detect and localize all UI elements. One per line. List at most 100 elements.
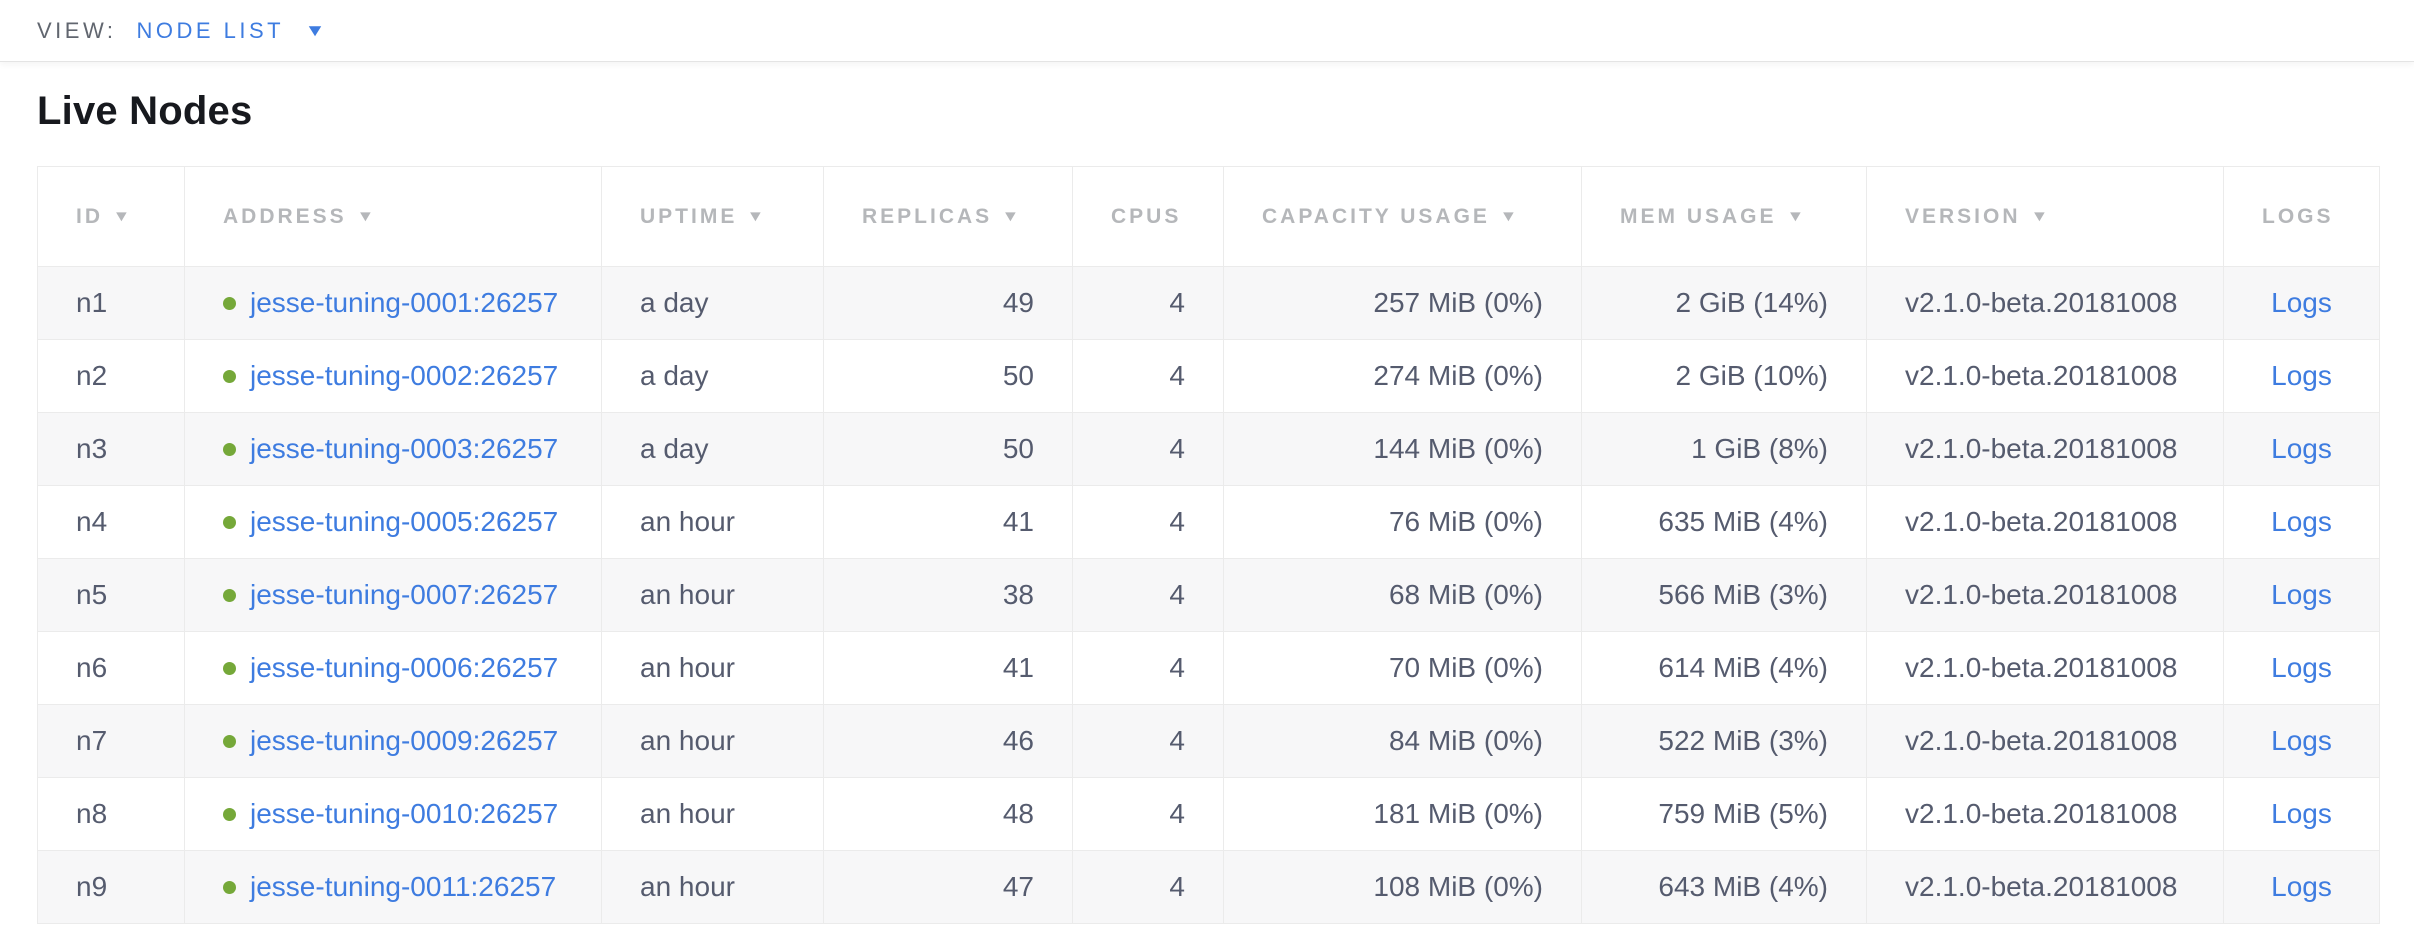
live-nodes-table: ID ▼ ADDRESS ▼ UPTIME ▼ REPLICAS ▼ CPUS CAPA… [37,166,2380,924]
logs-link[interactable]: Logs [2271,360,2332,391]
address-link[interactable]: jesse-tuning-0011:26257 [250,871,557,902]
cell-replicas: 41 [823,631,1073,705]
logs-link[interactable]: Logs [2271,433,2332,464]
cell-node-id: n8 [37,777,185,851]
logs-link[interactable]: Logs [2271,506,2332,537]
cell-node-id: n3 [37,412,185,486]
live-status-dot-icon [223,662,236,675]
sort-desc-icon: ▼ [1499,207,1518,225]
cell-version: v2.1.0-beta.20181008 [1866,339,2224,413]
sort-desc-icon: ▼ [746,207,765,225]
cell-replicas: 50 [823,339,1073,413]
cell-replicas: 50 [823,412,1073,486]
column-header-id[interactable]: ID ▼ [37,166,185,267]
sort-desc-icon: ▼ [2030,207,2048,225]
column-header-mem-usage[interactable]: MEM USAGE ▼ [1581,166,1867,267]
live-status-dot-icon [223,516,236,529]
cell-capacity-usage: 76 MiB (0%) [1223,485,1582,559]
cell-mem-usage: 2 GiB (10%) [1581,339,1867,413]
caret-down-icon: ▼ [304,20,330,40]
live-nodes-section: Live Nodes ID ▼ ADDRESS ▼ UPTIME ▼ REPLICAS… [0,89,2414,924]
column-header-version[interactable]: VERSION ▼ [1866,166,2224,267]
cell-logs: Logs [2223,704,2380,778]
cell-version: v2.1.0-beta.20181008 [1866,412,2224,486]
cell-version: v2.1.0-beta.20181008 [1866,558,2224,632]
cell-version: v2.1.0-beta.20181008 [1866,266,2224,340]
table-header-row: ID ▼ ADDRESS ▼ UPTIME ▼ REPLICAS ▼ CPUS CAPA… [37,166,2380,267]
page-title: Live Nodes [37,89,253,133]
logs-link[interactable]: Logs [2271,798,2332,829]
address-link[interactable]: jesse-tuning-0009:26257 [250,725,559,756]
address-link[interactable]: jesse-tuning-0010:26257 [250,798,559,829]
cell-capacity-usage: 181 MiB (0%) [1223,777,1582,851]
cell-cpus: 4 [1072,631,1224,705]
cell-address: jesse-tuning-0005:26257 [184,485,602,559]
cell-address: jesse-tuning-0002:26257 [184,339,602,413]
cell-mem-usage: 566 MiB (3%) [1581,558,1867,632]
cell-address: jesse-tuning-0010:26257 [184,777,602,851]
cell-logs: Logs [2223,339,2380,413]
cell-replicas: 46 [823,704,1073,778]
address-link[interactable]: jesse-tuning-0005:26257 [250,506,559,537]
table-row: n8 jesse-tuning-0010:26257 an hour 48 4 … [37,777,2380,851]
cell-capacity-usage: 108 MiB (0%) [1223,850,1582,924]
cell-cpus: 4 [1072,339,1224,413]
cell-cpus: 4 [1072,558,1224,632]
view-bar: VIEW: NODE LIST ▼ [0,0,2414,62]
address-link[interactable]: jesse-tuning-0001:26257 [250,287,559,318]
cell-capacity-usage: 144 MiB (0%) [1223,412,1582,486]
cell-node-id: n1 [37,266,185,340]
cell-address: jesse-tuning-0001:26257 [184,266,602,340]
cell-mem-usage: 614 MiB (4%) [1581,631,1867,705]
live-status-dot-icon [223,589,236,602]
table-row: n5 jesse-tuning-0007:26257 an hour 38 4 … [37,558,2380,632]
live-status-dot-icon [223,735,236,748]
cell-logs: Logs [2223,558,2380,632]
live-status-dot-icon [223,297,236,310]
cell-cpus: 4 [1072,485,1224,559]
table-row: n9 jesse-tuning-0011:26257 an hour 47 4 … [37,850,2380,924]
cell-uptime: an hour [601,485,824,559]
sort-desc-icon: ▼ [112,207,131,225]
cell-capacity-usage: 70 MiB (0%) [1223,631,1582,705]
cell-mem-usage: 635 MiB (4%) [1581,485,1867,559]
cell-node-id: n4 [37,485,185,559]
cell-mem-usage: 1 GiB (8%) [1581,412,1867,486]
cell-uptime: an hour [601,631,824,705]
logs-link[interactable]: Logs [2271,871,2332,902]
logs-link[interactable]: Logs [2271,287,2332,318]
cell-uptime: an hour [601,777,824,851]
column-header-uptime[interactable]: UPTIME ▼ [601,166,824,267]
cell-version: v2.1.0-beta.20181008 [1866,850,2224,924]
address-link[interactable]: jesse-tuning-0003:26257 [250,433,559,464]
address-link[interactable]: jesse-tuning-0002:26257 [250,360,559,391]
cell-version: v2.1.0-beta.20181008 [1866,704,2224,778]
cell-node-id: n6 [37,631,185,705]
column-header-address[interactable]: ADDRESS ▼ [184,166,602,267]
cell-cpus: 4 [1072,850,1224,924]
cell-logs: Logs [2223,631,2380,705]
cell-mem-usage: 522 MiB (3%) [1581,704,1867,778]
address-link[interactable]: jesse-tuning-0006:26257 [250,652,559,683]
table-row: n4 jesse-tuning-0005:26257 an hour 41 4 … [37,485,2380,559]
cell-capacity-usage: 257 MiB (0%) [1223,266,1582,340]
cell-cpus: 4 [1072,777,1224,851]
logs-link[interactable]: Logs [2271,725,2332,756]
live-status-dot-icon [223,443,236,456]
view-selector-dropdown[interactable]: NODE LIST ▼ [136,18,327,44]
column-header-logs: LOGS [2223,166,2380,267]
cell-uptime: an hour [601,558,824,632]
logs-link[interactable]: Logs [2271,579,2332,610]
cell-node-id: n7 [37,704,185,778]
view-selected-value: NODE LIST [136,17,285,43]
table-row: n3 jesse-tuning-0003:26257 a day 50 4 14… [37,412,2380,486]
sort-desc-icon: ▼ [1786,207,1804,225]
cell-address: jesse-tuning-0009:26257 [184,704,602,778]
column-header-replicas[interactable]: REPLICAS ▼ [823,166,1073,267]
cell-mem-usage: 759 MiB (5%) [1581,777,1867,851]
logs-link[interactable]: Logs [2271,652,2332,683]
address-link[interactable]: jesse-tuning-0007:26257 [250,579,559,610]
table-row: n1 jesse-tuning-0001:26257 a day 49 4 25… [37,266,2380,340]
column-header-capacity-usage[interactable]: CAPACITY USAGE ▼ [1223,166,1582,267]
cell-logs: Logs [2223,412,2380,486]
